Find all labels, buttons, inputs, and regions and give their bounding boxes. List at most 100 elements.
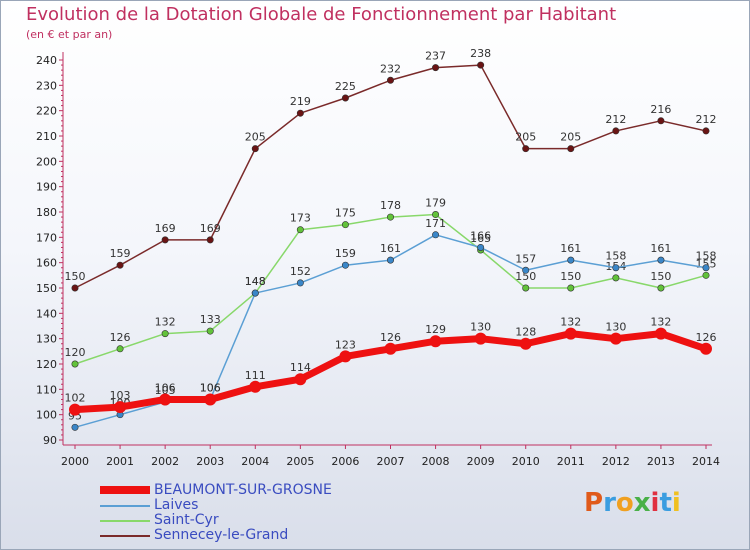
logo-letter: i [650, 488, 660, 518]
data-label-laives: 161 [650, 242, 671, 255]
data-label-saint-cyr: 133 [200, 313, 221, 326]
data-label-saint-cyr: 120 [65, 346, 86, 359]
data-point-beaumont-sur-grosne [654, 327, 667, 340]
x-tick-label: 2001 [106, 455, 134, 468]
data-point-laives [702, 264, 710, 272]
logo-letter: t [659, 488, 672, 518]
legend-swatch-sennecey [100, 535, 150, 537]
data-label-beaumont-sur-grosne: 132 [560, 316, 581, 329]
data-label-beaumont-sur-grosne: 123 [335, 338, 356, 351]
data-point-beaumont-sur-grosne [519, 337, 532, 350]
legend-item-saint-cyr: Saint-Cyr [100, 512, 400, 529]
legend-label-beaumont: BEAUMONT-SUR-GROSNE [154, 482, 332, 498]
proxiti-logo: Proxiti [584, 488, 681, 518]
x-tick-label: 2009 [467, 455, 495, 468]
data-label-laives: 157 [515, 252, 536, 265]
y-tick-label: 240 [36, 54, 57, 67]
legend-label-laives: Laives [154, 497, 199, 513]
data-label-sennecey-le-grand: 205 [245, 131, 266, 144]
data-label-beaumont-sur-grosne: 126 [696, 331, 717, 344]
data-point-saint-cyr [386, 213, 394, 221]
data-point-laives [71, 423, 79, 431]
legend-item-sennecey: Sennecey-le-Grand [100, 527, 400, 544]
data-label-saint-cyr: 150 [650, 270, 671, 283]
x-tick-label: 2004 [241, 455, 269, 468]
data-label-laives: 148 [245, 275, 266, 288]
y-tick-label: 90 [43, 434, 57, 447]
x-tick-label: 2010 [512, 455, 540, 468]
data-label-saint-cyr: 179 [425, 197, 446, 210]
y-tick-label: 230 [36, 79, 57, 92]
data-point-laives [341, 261, 349, 269]
chart-subtitle: (en € et par an) [26, 28, 113, 41]
y-tick-label: 190 [36, 181, 57, 194]
data-label-sennecey-le-grand: 169 [200, 222, 221, 235]
data-point-sennecey-le-grand [657, 117, 665, 125]
data-point-saint-cyr [657, 284, 665, 292]
data-label-beaumont-sur-grosne: 106 [155, 381, 176, 394]
y-tick-label: 120 [36, 358, 57, 371]
x-tick-label: 2011 [557, 455, 585, 468]
data-label-sennecey-le-grand: 237 [425, 50, 446, 63]
data-point-beaumont-sur-grosne [249, 380, 262, 393]
y-tick-label: 100 [36, 409, 57, 422]
data-point-saint-cyr [522, 284, 530, 292]
data-point-saint-cyr [116, 345, 124, 353]
data-point-beaumont-sur-grosne [69, 403, 81, 416]
data-label-saint-cyr: 126 [110, 331, 131, 344]
y-tick-label: 210 [36, 130, 57, 143]
y-tick-label: 160 [36, 257, 57, 270]
data-point-sennecey-le-grand [341, 94, 349, 102]
data-label-sennecey-le-grand: 150 [65, 270, 86, 283]
x-tick-label: 2005 [286, 455, 314, 468]
data-point-beaumont-sur-grosne [429, 335, 442, 348]
data-label-laives: 161 [380, 242, 401, 255]
data-point-sennecey-le-grand [386, 76, 394, 84]
legend-swatch-beaumont [100, 486, 150, 494]
data-point-laives [522, 266, 530, 274]
data-point-sennecey-le-grand [206, 236, 214, 244]
y-tick-label: 200 [36, 155, 57, 168]
legend-swatch-laives [100, 505, 150, 507]
data-label-laives: 161 [560, 242, 581, 255]
data-point-laives [386, 256, 394, 264]
data-label-beaumont-sur-grosne: 128 [515, 326, 536, 339]
x-tick-label: 2003 [196, 455, 224, 468]
data-point-saint-cyr [612, 274, 620, 282]
y-tick-label: 180 [36, 206, 57, 219]
data-point-laives [251, 289, 259, 297]
data-label-saint-cyr: 150 [515, 270, 536, 283]
chart-title: Evolution de la Dotation Globale de Fonc… [26, 4, 617, 25]
data-label-sennecey-le-grand: 169 [155, 222, 176, 235]
logo-letter: x [633, 488, 651, 518]
data-point-sennecey-le-grand [161, 236, 169, 244]
data-label-sennecey-le-grand: 212 [605, 113, 626, 126]
data-label-saint-cyr: 148 [245, 275, 266, 288]
data-point-sennecey-le-grand [702, 127, 710, 135]
data-point-beaumont-sur-grosne [384, 342, 397, 355]
data-point-sennecey-le-grand [116, 261, 124, 269]
y-tick-label: 130 [36, 333, 57, 346]
data-label-beaumont-sur-grosne: 132 [650, 316, 671, 329]
data-point-saint-cyr [296, 226, 304, 234]
data-label-laives: 158 [605, 250, 626, 263]
data-point-saint-cyr [161, 330, 169, 338]
data-point-beaumont-sur-grosne [609, 332, 622, 345]
y-tick-label: 140 [36, 307, 57, 320]
data-point-beaumont-sur-grosne [159, 393, 172, 406]
x-tick-label: 2014 [692, 455, 720, 468]
data-label-beaumont-sur-grosne: 126 [380, 331, 401, 344]
data-point-beaumont-sur-grosne [700, 342, 712, 355]
data-label-beaumont-sur-grosne: 103 [110, 389, 131, 402]
data-point-saint-cyr [567, 284, 575, 292]
data-label-saint-cyr: 175 [335, 207, 356, 220]
data-label-saint-cyr: 150 [560, 270, 581, 283]
data-point-beaumont-sur-grosne [114, 401, 127, 414]
data-label-saint-cyr: 165 [470, 232, 491, 245]
legend-swatch-saint-cyr [100, 520, 150, 522]
data-point-sennecey-le-grand [71, 284, 79, 292]
data-point-beaumont-sur-grosne [564, 327, 577, 340]
data-label-beaumont-sur-grosne: 102 [65, 392, 86, 405]
data-point-laives [612, 264, 620, 272]
